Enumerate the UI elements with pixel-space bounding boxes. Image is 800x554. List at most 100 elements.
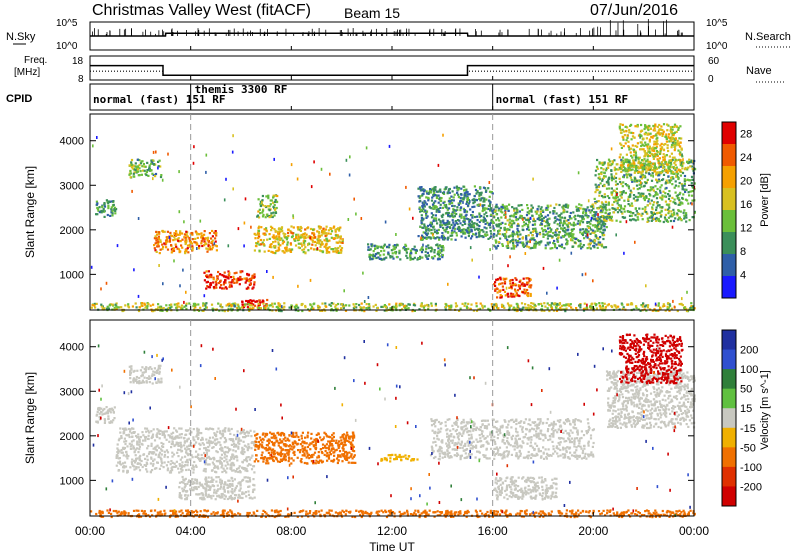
data-cell	[253, 275, 256, 278]
data-cell	[450, 195, 453, 198]
data-cell	[105, 406, 108, 409]
data-cell	[290, 304, 293, 307]
data-cell	[208, 232, 211, 235]
data-cell	[667, 161, 671, 164]
data-cell	[368, 306, 371, 309]
data-cell	[305, 233, 308, 236]
data-cell	[509, 279, 512, 282]
data-cell	[273, 236, 276, 239]
data-cell	[601, 163, 604, 166]
data-cell	[677, 126, 680, 130]
data-cell	[656, 187, 659, 191]
data-cell	[200, 240, 203, 243]
data-cell	[185, 240, 188, 243]
data-cell	[259, 200, 262, 203]
data-cell	[272, 196, 275, 199]
data-cell	[151, 159, 154, 162]
data-cell	[280, 227, 283, 230]
data-cell	[211, 229, 214, 233]
noise-cell	[168, 236, 171, 239]
data-cell	[215, 249, 218, 252]
data-cell	[633, 151, 636, 154]
data-cell	[500, 205, 503, 208]
data-cell	[572, 224, 575, 227]
data-cell	[250, 301, 253, 304]
cpid-segment-label: normal (fast) 151 RF	[496, 93, 628, 106]
data-cell	[138, 174, 141, 177]
data-cell	[515, 241, 518, 244]
data-cell	[684, 198, 687, 201]
data-cell	[317, 241, 321, 244]
data-cell	[670, 146, 673, 149]
data-cell	[614, 176, 618, 180]
data-cell	[224, 281, 227, 284]
data-cell	[459, 222, 462, 225]
data-cell	[544, 233, 547, 236]
noise-cell	[297, 284, 299, 288]
noise-cell	[178, 170, 180, 174]
data-cell	[201, 238, 204, 241]
data-cell	[205, 287, 208, 290]
data-cell	[549, 247, 552, 250]
data-cell	[501, 285, 504, 288]
data-cell	[640, 144, 643, 148]
data-cell	[668, 309, 671, 312]
data-cell	[636, 123, 639, 127]
data-cell	[639, 161, 642, 164]
noise-cell	[244, 197, 247, 201]
data-cell	[619, 164, 622, 167]
data-cell	[598, 176, 601, 179]
data-cell	[261, 299, 264, 302]
data-cell	[499, 222, 502, 225]
data-cell	[185, 238, 188, 241]
noise-cell	[680, 161, 683, 165]
data-cell	[450, 212, 453, 216]
data-cell	[642, 175, 645, 178]
data-cell	[153, 237, 156, 240]
data-cell	[488, 223, 491, 226]
data-cell	[188, 244, 191, 247]
data-cell	[141, 465, 144, 469]
data-cell	[250, 277, 253, 280]
data-cell	[271, 251, 274, 254]
data-cell	[656, 139, 659, 142]
data-cell	[666, 144, 669, 147]
data-cell	[645, 304, 648, 307]
data-cell	[627, 140, 630, 143]
data-cell	[560, 304, 563, 308]
data-cell	[660, 163, 663, 166]
data-cell	[304, 304, 307, 308]
data-cell	[449, 226, 452, 229]
data-cell	[663, 195, 666, 198]
data-cell	[470, 225, 473, 228]
data-cell	[676, 175, 679, 178]
data-cell	[177, 239, 180, 242]
noise-cell	[137, 217, 140, 220]
data-cell	[689, 179, 692, 182]
data-cell	[669, 159, 672, 162]
data-cell	[594, 225, 597, 229]
data-cell	[158, 159, 161, 162]
data-cell	[211, 246, 214, 249]
data-cell	[451, 234, 454, 237]
data-cell	[505, 205, 508, 208]
data-cell	[489, 236, 492, 239]
noise-cell	[348, 173, 351, 177]
data-cell	[326, 240, 329, 243]
noise-cell	[686, 290, 688, 294]
data-cell	[96, 208, 100, 211]
data-cell	[434, 189, 437, 192]
data-cell	[665, 203, 668, 206]
data-cell	[544, 215, 547, 218]
data-cell	[223, 281, 226, 284]
data-cell	[474, 233, 477, 236]
data-cell	[237, 467, 240, 470]
data-cell	[132, 439, 135, 442]
data-cell	[622, 136, 625, 139]
data-cell	[424, 209, 427, 212]
data-cell	[459, 202, 462, 205]
data-cell	[214, 240, 217, 243]
data-cell	[572, 227, 575, 231]
data-cell	[519, 279, 522, 282]
data-cell	[661, 134, 664, 137]
